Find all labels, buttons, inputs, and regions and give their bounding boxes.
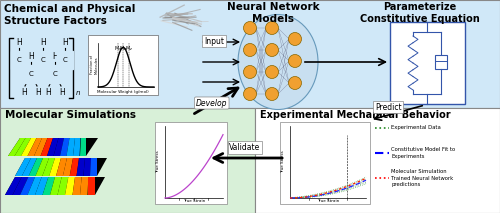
Text: Constitutive Model Fit to
Experiments: Constitutive Model Fit to Experiments — [391, 147, 455, 159]
Bar — [390, 22, 465, 104]
Circle shape — [266, 22, 278, 35]
Bar — [255, 108, 500, 213]
Text: Input: Input — [204, 36, 224, 46]
Circle shape — [244, 22, 256, 35]
Text: True Strain: True Strain — [317, 200, 339, 203]
Polygon shape — [36, 158, 49, 176]
Circle shape — [266, 43, 278, 56]
Text: Fraction of
Molecules: Fraction of Molecules — [90, 56, 98, 75]
Ellipse shape — [238, 14, 318, 109]
Polygon shape — [5, 177, 105, 195]
Polygon shape — [20, 177, 35, 195]
Text: Chemical and Physical
Structure Factors: Chemical and Physical Structure Factors — [4, 4, 136, 26]
Polygon shape — [22, 158, 37, 176]
Circle shape — [288, 76, 302, 89]
Text: C: C — [16, 57, 21, 63]
Polygon shape — [15, 158, 31, 176]
Polygon shape — [88, 177, 95, 195]
Polygon shape — [42, 177, 55, 195]
Polygon shape — [42, 158, 55, 176]
Text: Experimental Data: Experimental Data — [391, 125, 441, 131]
Bar — [155, 122, 227, 204]
Text: H: H — [35, 88, 41, 97]
Text: M$_z$: M$_z$ — [126, 44, 134, 53]
Polygon shape — [72, 177, 82, 195]
Circle shape — [288, 33, 302, 46]
Text: H: H — [59, 88, 65, 97]
Polygon shape — [84, 158, 91, 176]
Polygon shape — [56, 158, 67, 176]
Polygon shape — [76, 158, 85, 176]
Polygon shape — [60, 138, 70, 156]
Polygon shape — [8, 138, 98, 156]
Polygon shape — [63, 158, 73, 176]
Polygon shape — [5, 177, 21, 195]
Text: True Stress: True Stress — [156, 151, 160, 173]
Circle shape — [244, 66, 256, 79]
Polygon shape — [28, 177, 42, 195]
Polygon shape — [50, 177, 62, 195]
Bar — [88, 35, 158, 95]
Text: Develop: Develop — [196, 98, 228, 108]
Polygon shape — [8, 138, 25, 156]
Polygon shape — [58, 177, 68, 195]
Bar — [0, 0, 500, 108]
Polygon shape — [90, 158, 97, 176]
Circle shape — [288, 55, 302, 68]
Polygon shape — [54, 138, 64, 156]
Polygon shape — [66, 138, 75, 156]
Polygon shape — [65, 177, 75, 195]
Text: H: H — [52, 52, 58, 61]
Text: H: H — [28, 52, 34, 61]
Circle shape — [266, 88, 278, 101]
Circle shape — [244, 88, 256, 101]
Polygon shape — [21, 138, 36, 156]
Text: Neural Network
Models: Neural Network Models — [226, 2, 320, 24]
Text: True Strain: True Strain — [183, 200, 205, 203]
Polygon shape — [70, 158, 79, 176]
Circle shape — [266, 66, 278, 79]
Text: Molecular Weight (g/mol): Molecular Weight (g/mol) — [97, 90, 149, 94]
Bar — [280, 122, 370, 204]
Polygon shape — [49, 158, 61, 176]
Bar — [435, 55, 447, 69]
Polygon shape — [12, 177, 28, 195]
Text: C: C — [28, 71, 34, 77]
Text: Molecular Simulations: Molecular Simulations — [5, 110, 136, 120]
Text: H: H — [16, 38, 22, 47]
Text: H: H — [62, 38, 68, 47]
Text: Validate: Validate — [230, 143, 260, 152]
Bar — [0, 108, 255, 213]
Text: n: n — [76, 90, 80, 96]
Polygon shape — [35, 177, 48, 195]
Polygon shape — [80, 138, 86, 156]
Polygon shape — [15, 158, 107, 176]
Text: M$_n$: M$_n$ — [114, 44, 122, 53]
Text: True Stress: True Stress — [282, 151, 286, 173]
Polygon shape — [34, 138, 48, 156]
Polygon shape — [80, 177, 88, 195]
Text: Parameterize
Constitutive Equation: Parameterize Constitutive Equation — [360, 2, 480, 24]
Polygon shape — [14, 138, 31, 156]
Text: Predict: Predict — [375, 102, 402, 111]
Polygon shape — [28, 158, 43, 176]
Text: M$_w$: M$_w$ — [118, 44, 128, 53]
Polygon shape — [47, 138, 58, 156]
Text: C: C — [52, 71, 58, 77]
Text: H: H — [45, 88, 51, 97]
Text: C: C — [40, 57, 46, 63]
Text: H: H — [21, 88, 27, 97]
Text: Molecular Simulation
Trained Neural Network
predictions: Molecular Simulation Trained Neural Netw… — [391, 169, 453, 187]
Text: C: C — [62, 57, 68, 63]
Polygon shape — [28, 138, 42, 156]
Polygon shape — [40, 138, 53, 156]
Text: Experimental Mechanical Behavior: Experimental Mechanical Behavior — [260, 110, 450, 120]
Circle shape — [244, 43, 256, 56]
Text: H: H — [40, 38, 46, 47]
Polygon shape — [73, 138, 80, 156]
